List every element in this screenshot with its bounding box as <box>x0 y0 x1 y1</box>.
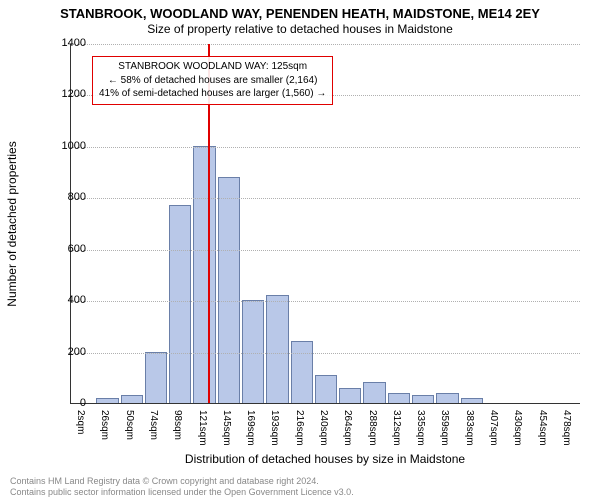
bar <box>96 398 118 403</box>
gridline <box>71 250 580 251</box>
bar <box>315 375 337 403</box>
bar <box>193 146 215 403</box>
xtick-label: 359sqm <box>439 410 450 446</box>
xtick-label: 121sqm <box>197 410 208 446</box>
xtick-label: 216sqm <box>294 410 305 446</box>
bar <box>169 205 191 403</box>
xtick-label: 454sqm <box>537 410 548 446</box>
xtick-label: 430sqm <box>512 410 523 446</box>
gridline <box>71 353 580 354</box>
chart-title-primary: STANBROOK, WOODLAND WAY, PENENDEN HEATH,… <box>0 6 600 21</box>
footer-line1: Contains HM Land Registry data © Crown c… <box>10 476 354 487</box>
bar <box>339 388 361 403</box>
chart-container: STANBROOK, WOODLAND WAY, PENENDEN HEATH,… <box>0 0 600 500</box>
xtick-label: 240sqm <box>318 410 329 446</box>
bar <box>218 177 240 403</box>
annotation-line3: 41% of semi-detached houses are larger (… <box>99 87 326 101</box>
xtick-label: 98sqm <box>172 410 183 440</box>
bar <box>461 398 483 403</box>
gridline <box>71 147 580 148</box>
bar <box>412 395 434 403</box>
xtick-label: 169sqm <box>245 410 256 446</box>
ytick-label: 600 <box>36 243 86 255</box>
xtick-label: 50sqm <box>124 410 135 440</box>
ytick-label: 0 <box>36 397 86 409</box>
annotation-line1: STANBROOK WOODLAND WAY: 125sqm <box>99 60 326 74</box>
annotation-line2: ← 58% of detached houses are smaller (2,… <box>99 74 326 88</box>
xtick-label: 26sqm <box>99 410 110 440</box>
xtick-label: 145sqm <box>221 410 232 446</box>
footer-line2: Contains public sector information licen… <box>10 487 354 498</box>
xtick-label: 288sqm <box>367 410 378 446</box>
chart-title-secondary: Size of property relative to detached ho… <box>0 22 600 36</box>
xtick-label: 193sqm <box>269 410 280 446</box>
xtick-label: 74sqm <box>148 410 159 440</box>
ytick-label: 800 <box>36 191 86 203</box>
gridline <box>71 301 580 302</box>
annotation-box: STANBROOK WOODLAND WAY: 125sqm ← 58% of … <box>92 56 333 105</box>
ytick-label: 200 <box>36 346 86 358</box>
xtick-label: 478sqm <box>561 410 572 446</box>
bar <box>121 395 143 403</box>
bar <box>363 382 385 403</box>
xtick-label: 335sqm <box>415 410 426 446</box>
xtick-label: 2sqm <box>75 410 86 434</box>
bar <box>436 393 458 403</box>
gridline <box>71 198 580 199</box>
y-axis-label: Number of detached properties <box>5 141 19 306</box>
bar <box>145 352 167 403</box>
xtick-label: 312sqm <box>391 410 402 446</box>
xtick-label: 407sqm <box>488 410 499 446</box>
xtick-label: 383sqm <box>464 410 475 446</box>
x-axis-label: Distribution of detached houses by size … <box>70 452 580 466</box>
footer-text: Contains HM Land Registry data © Crown c… <box>10 476 354 498</box>
bar <box>291 341 313 403</box>
ytick-label: 1400 <box>36 37 86 49</box>
bar <box>266 295 288 403</box>
ytick-label: 400 <box>36 294 86 306</box>
gridline <box>71 44 580 45</box>
bar <box>388 393 410 403</box>
ytick-label: 1000 <box>36 140 86 152</box>
xtick-label: 264sqm <box>342 410 353 446</box>
ytick-label: 1200 <box>36 88 86 100</box>
